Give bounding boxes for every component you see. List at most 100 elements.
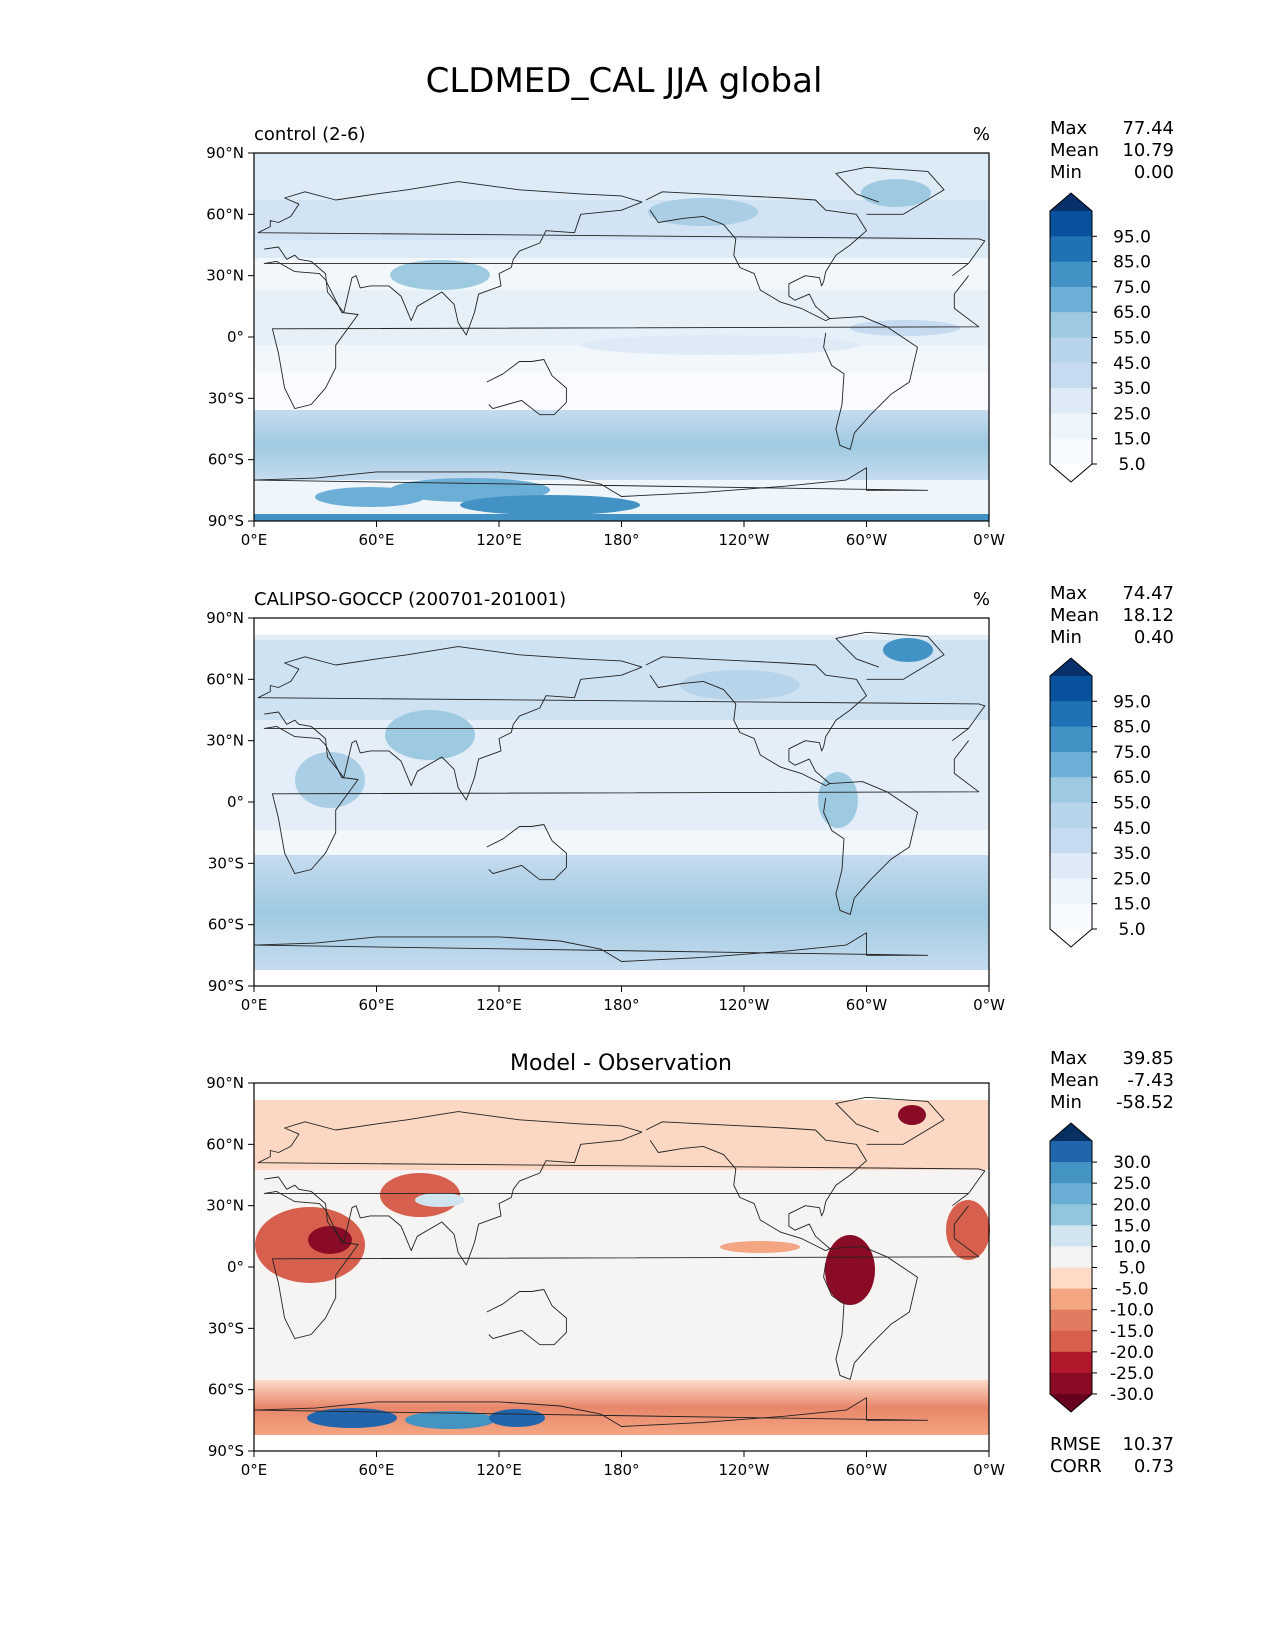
colorbar-segment [1050,777,1092,804]
coastline-segment [263,1190,980,1340]
lon-tick-label: 0°E [241,531,268,549]
colorbar-label: 65.0 [1113,303,1151,323]
colorbar-extend-bottom [1050,929,1092,947]
colorbar-segment [1050,1225,1092,1248]
stat-value: 0.40 [1134,627,1174,648]
lon-tick-label: 0°W [973,531,1005,549]
map-control [254,153,989,521]
colorbar-segment [1050,362,1092,389]
lat-tick-label: 90°N [206,609,244,627]
coastline-segment [486,1289,567,1346]
lon-tick-label: 120°W [719,1461,770,1479]
colorbar-label: 75.0 [1113,743,1151,763]
lon-tick-label: 0°E [241,1461,268,1479]
lat-tick-label: 30°N [206,732,244,750]
lon-tick-label: 60°W [846,531,888,549]
lat-tick-label: 60°N [206,670,244,688]
map-axes: 90°N 60°N 30°N 0° 30°S 60°S 90°S0°E 60°E 120°E 18… [206,144,1005,549]
colorbar-label: 85.0 [1113,253,1151,273]
colorbar-segment [1050,878,1092,905]
coastline-segment [835,166,945,215]
stat-label: Max [1050,118,1088,139]
colorbar-label: 95.0 [1113,227,1151,247]
colorbar-segment [1050,1330,1092,1353]
lon-tick-label: 60°E [358,531,394,549]
figure-title: CLDMED_CAL JJA global [426,61,823,101]
extra-stat-label: CORR [1050,1456,1102,1477]
lon-tick-label: 60°E [358,1461,394,1479]
colorbar-label: 30.0 [1113,1153,1151,1173]
lat-tick-label: 90°S [208,512,244,530]
stat-label: Min [1050,162,1082,183]
panel-observation: CALIPSO-GOCCP (200701-201001) % [254,589,990,986]
lat-tick-label: 30°S [208,389,244,407]
colorbar-segment [1050,1162,1092,1184]
colorbar-label: -25.0 [1110,1364,1154,1384]
panel-side-info: Max 39.85 Mean -7.43 Min -58.52 30.025.020.015… [1049,1048,1174,1477]
lat-tick-label: 90°S [208,977,244,995]
lon-tick-label: 180° [603,1461,639,1479]
colorbar-segment [1050,286,1092,313]
colorbar-label: -30.0 [1110,1385,1154,1405]
colorbar-segment [1050,1288,1092,1311]
coastline-segment [645,1121,867,1252]
coastline-segment [823,781,918,915]
lat-tick-label: 60°S [208,916,244,934]
colorbar-extend-top [1050,193,1092,211]
colorbar-label: -15.0 [1110,1322,1154,1342]
coastline-segment [257,181,986,336]
panel-control: control (2-6) % [254,124,990,521]
colorbar-segment [1050,1309,1092,1332]
extra-stat-label: RMSE [1050,1434,1101,1455]
coastline-segment [253,932,929,962]
colorbar-segment [1050,726,1092,753]
colorbar-extend-bottom [1050,1394,1092,1412]
panel-units: % [973,124,990,145]
stat-value: 18.12 [1122,605,1174,626]
lon-tick-label: 180° [603,531,639,549]
colorbar-segment [1050,802,1092,829]
lon-tick-label: 120°E [476,531,522,549]
lon-tick-label: 60°W [846,996,888,1014]
lat-tick-label: 30°S [208,854,244,872]
lat-tick-label: 30°N [206,1197,244,1215]
lon-tick-label: 120°E [476,1461,522,1479]
colorbar-label: 15.0 [1113,895,1151,915]
stat-value: 0.00 [1134,162,1174,183]
coastlines [253,1096,986,1427]
colorbar-label: 5.0 [1118,920,1145,940]
colorbar-segment [1050,236,1092,263]
coastline-segment [263,725,980,875]
lat-tick-label: 60°S [208,451,244,469]
colorbar-extend-top [1050,1123,1092,1141]
lat-tick-label: 60°N [206,205,244,223]
colorbar-label: 45.0 [1113,819,1151,839]
colorbar-label: 25.0 [1113,869,1151,889]
lon-tick-label: 120°W [719,531,770,549]
coastline-segment [257,646,986,801]
coastlines [253,166,986,497]
colorbar-segment [1050,853,1092,879]
lon-tick-label: 60°W [846,1461,888,1479]
colorbar-segment [1050,211,1092,237]
coastline-segment [835,1096,945,1145]
lat-tick-label: 90°S [208,1442,244,1460]
colorbar-label: -10.0 [1110,1301,1154,1321]
colorbar-segment [1050,337,1092,364]
extra-stat-value: 10.37 [1122,1434,1174,1455]
coastlines [253,631,986,962]
lat-tick-label: 0° [227,328,244,346]
colorbar-segment [1050,676,1092,702]
colorbar-label: -20.0 [1110,1343,1154,1363]
extra-stat-value: 0.73 [1134,1456,1174,1477]
colorbar-segment [1050,1267,1092,1290]
lon-tick-label: 60°E [358,996,394,1014]
lat-tick-label: 0° [227,793,244,811]
coastline-segment [823,316,918,450]
colorbar-label: 75.0 [1113,278,1151,298]
stat-label: Mean [1050,605,1099,626]
colorbar-segment [1050,261,1092,288]
map-axes: 90°N 60°N 30°N 0° 30°S 60°S 90°S0°E 60°E 120°E 18… [206,609,1005,1014]
lon-tick-label: 120°W [719,996,770,1014]
